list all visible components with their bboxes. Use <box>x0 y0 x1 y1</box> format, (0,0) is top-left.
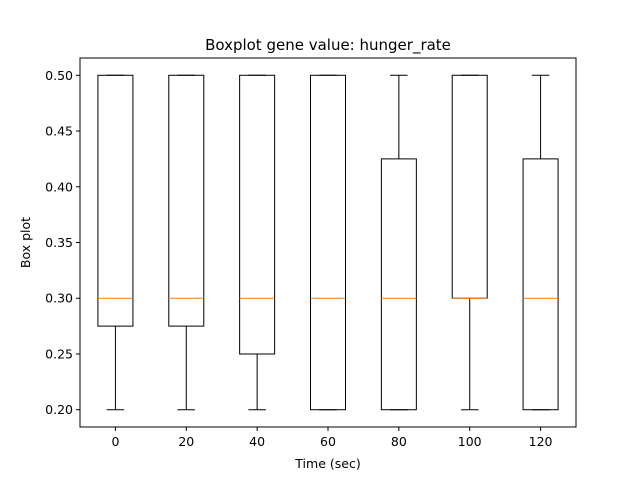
x-tick-label: 100 <box>458 434 482 449</box>
box <box>310 74 346 411</box>
y-tick-label: 0.40 <box>45 179 73 194</box>
y-axis-label: Box plot <box>18 217 33 268</box>
y-tick-label: 0.25 <box>45 346 73 361</box>
x-tick-label: 0 <box>111 434 119 449</box>
x-tick-label: 60 <box>320 434 336 449</box>
x-axis-label: Time (sec) <box>294 456 360 471</box>
x-tick-label: 40 <box>249 434 265 449</box>
chart-title: Boxplot gene value: hunger_rate <box>205 36 451 55</box>
box <box>97 74 134 327</box>
x-tick-label: 120 <box>529 434 553 449</box>
x-tick-label: 80 <box>391 434 407 449</box>
plot-area: 0.20 0.25 0.30 0.35 0.40 0.45 0.50 0 20 40 60 80 100… <box>45 68 559 449</box>
y-tick-label: 0.50 <box>45 68 73 83</box>
box <box>239 74 276 355</box>
box <box>168 74 205 327</box>
x-tick-label: 20 <box>178 434 194 449</box>
y-tick-label: 0.45 <box>45 124 73 139</box>
box <box>380 158 417 411</box>
y-tick-label: 0.30 <box>45 291 73 306</box>
box <box>522 158 559 411</box>
axes-frame <box>79 57 577 428</box>
y-tick-label: 0.35 <box>45 235 73 250</box>
y-tick-label: 0.20 <box>45 402 73 417</box>
